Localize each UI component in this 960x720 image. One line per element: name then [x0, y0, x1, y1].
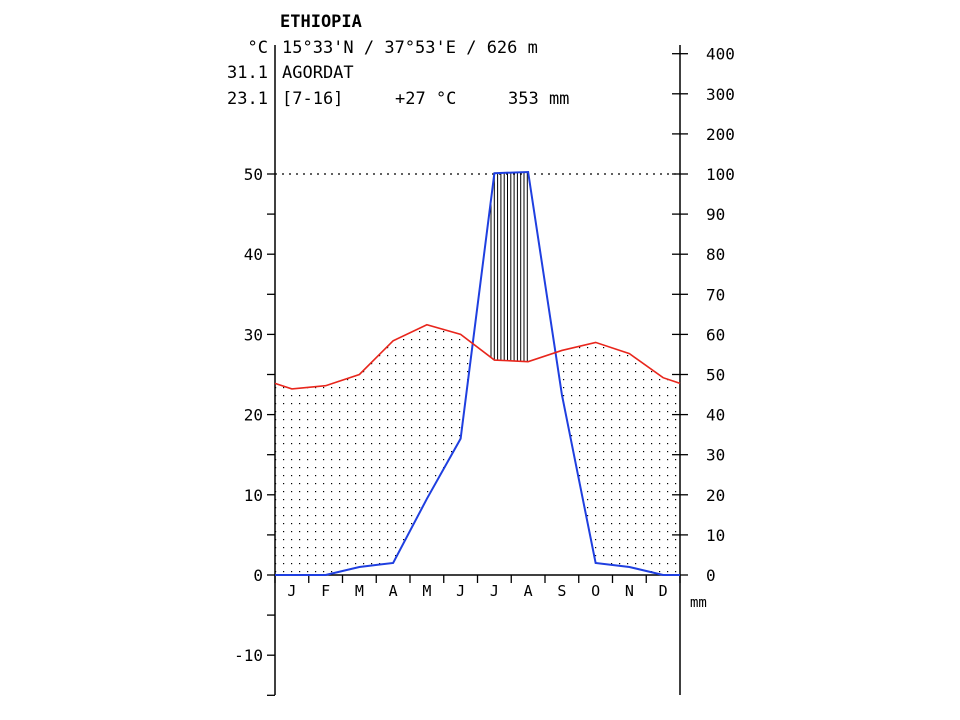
month-label: M [355, 582, 364, 600]
mean-temperature: +27 °C [395, 89, 456, 109]
left-tick-label: 10 [244, 486, 263, 505]
month-label: O [591, 582, 600, 600]
right-tick-label: 40 [706, 406, 725, 425]
right-tick-label: 90 [706, 205, 725, 224]
dry-season-area [275, 324, 472, 575]
left-tick-label: 50 [244, 165, 263, 184]
month-label: J [490, 582, 499, 600]
month-label: J [287, 582, 296, 600]
right-tick-label: 200 [706, 125, 735, 144]
right-tick-label: 0 [706, 566, 716, 585]
max-temperature: 31.1 [227, 63, 268, 83]
month-label: M [422, 582, 431, 600]
month-label: A [389, 582, 398, 600]
month-label: F [321, 582, 330, 600]
country-title: ETHIOPIA [280, 12, 362, 32]
coordinates: 15°33'N / 37°53'E / 626 m [282, 38, 538, 58]
right-tick-label: 30 [706, 446, 725, 465]
right-tick-label: 20 [706, 486, 725, 505]
temperature-unit: °C [248, 38, 268, 58]
right-tick-label: 50 [706, 366, 725, 385]
min-temperature: 23.1 [227, 89, 268, 109]
left-tick-label: 30 [244, 325, 263, 344]
right-tick-label: 10 [706, 526, 725, 545]
month-label: S [557, 582, 566, 600]
left-tick-label: 0 [253, 566, 263, 585]
left-tick-label: 40 [244, 245, 263, 264]
precipitation-line [275, 170, 680, 576]
right-tick-label: 400 [706, 45, 735, 64]
month-label: A [524, 582, 533, 600]
annual-precipitation: 353 mm [508, 89, 569, 109]
right-tick-label: 300 [706, 85, 735, 104]
right-tick-label: 100 [706, 165, 735, 184]
plot-area: -10 0 10 20 30 40 50 0 10 20 30 40 50 60 70 80 90 100 200 3… [234, 45, 735, 696]
month-label: N [625, 582, 634, 600]
right-tick-label: 60 [706, 325, 725, 344]
right-tick-label: 70 [706, 285, 725, 304]
left-tick-label: -10 [234, 646, 263, 665]
station-name: AGORDAT [282, 63, 354, 83]
observation-period: [7-16] [282, 89, 343, 109]
temperature-line [274, 323, 681, 390]
month-label: D [659, 582, 668, 600]
right-tick-label: 80 [706, 245, 725, 264]
left-tick-label: 20 [244, 406, 263, 425]
month-label: J [456, 582, 465, 600]
precipitation-unit: mm [690, 595, 707, 611]
